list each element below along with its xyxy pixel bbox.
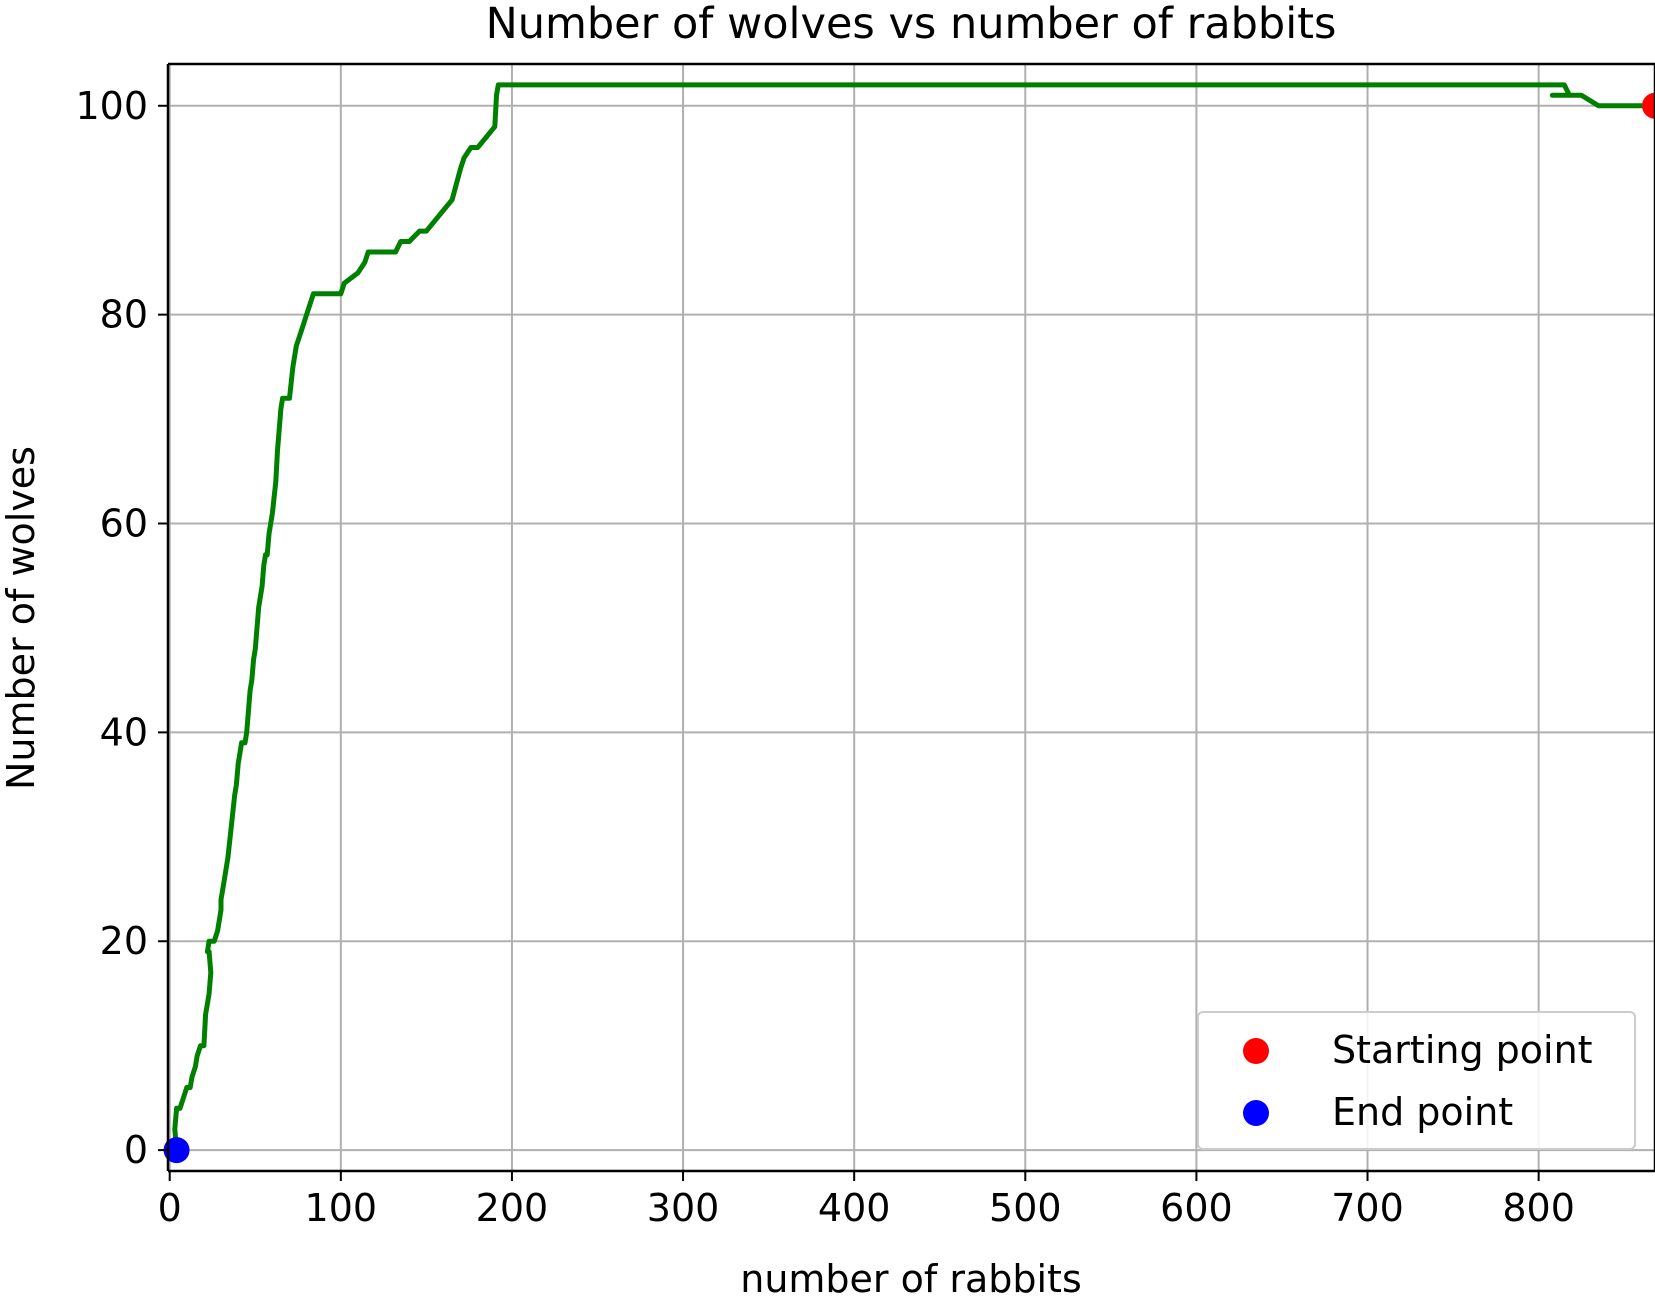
legend: Starting point End point: [1197, 1011, 1636, 1150]
x-tick-label: 100: [305, 1186, 378, 1230]
y-tick-label: 80: [100, 293, 148, 337]
grid-lines: [168, 64, 1655, 1171]
series-layer: [172, 82, 1655, 1151]
y-tick-label: 20: [100, 919, 148, 963]
x-tick-label: 300: [647, 1186, 720, 1230]
series-line: [172, 82, 1655, 1151]
x-tick-label: 800: [1502, 1186, 1575, 1230]
chart-title: Number of wolves vs number of rabbits: [486, 0, 1337, 49]
x-tick-label: 700: [1331, 1186, 1404, 1230]
legend-label-end-point: End point: [1332, 1090, 1513, 1134]
marker-points: [163, 92, 1655, 1164]
y-axis-label: Number of wolves: [0, 446, 43, 790]
legend-frame: [1197, 1011, 1636, 1150]
axes-spines: [166, 62, 1655, 1173]
y-tick-label: 60: [100, 502, 148, 546]
x-axis-label: number of rabbits: [740, 1257, 1082, 1301]
legend-marker-starting-point: [1243, 1038, 1269, 1064]
y-axis-ticks: 0 20 40 60 80 100: [75, 84, 168, 1172]
x-axis-ticks: 0 100 200 300 400 500 600 700 800: [158, 1171, 1575, 1230]
y-tick-label: 40: [100, 710, 148, 754]
x-tick-label: 600: [1160, 1186, 1233, 1230]
x-tick-label: 400: [818, 1186, 891, 1230]
y-tick-label: 0: [124, 1128, 148, 1172]
legend-label-starting-point: Starting point: [1332, 1028, 1593, 1072]
x-tick-label: 0: [158, 1186, 182, 1230]
x-tick-label: 500: [989, 1186, 1062, 1230]
y-tick-label: 100: [75, 84, 148, 128]
legend-marker-end-point: [1243, 1100, 1269, 1126]
starting-point-marker: [1642, 92, 1655, 119]
x-tick-label: 200: [476, 1186, 549, 1230]
end-point-marker: [163, 1137, 190, 1164]
